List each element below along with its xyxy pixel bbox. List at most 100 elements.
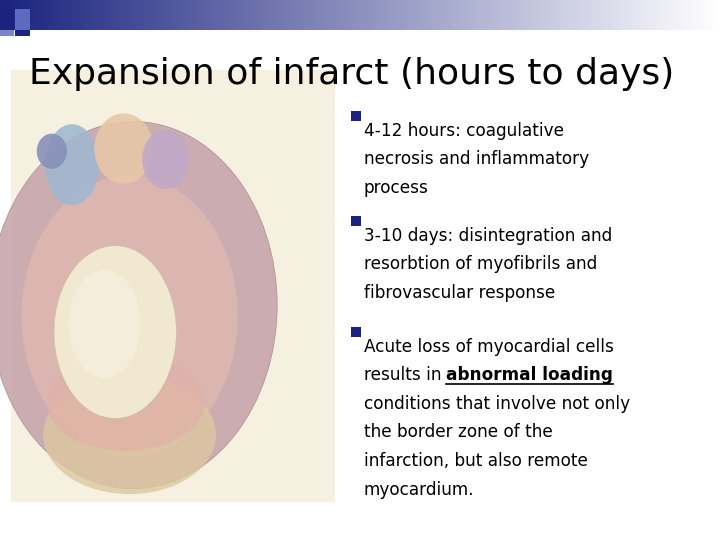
Bar: [590, 0, 593, 30]
Bar: [329, 0, 331, 30]
Bar: [36, 0, 38, 30]
Bar: [631, 0, 634, 30]
Bar: [662, 0, 665, 30]
Bar: [513, 0, 516, 30]
Bar: [650, 0, 653, 30]
Bar: [50, 0, 53, 30]
Bar: [252, 0, 254, 30]
Bar: [646, 0, 648, 30]
Bar: [86, 0, 89, 30]
Bar: [324, 0, 326, 30]
Bar: [679, 0, 682, 30]
Bar: [603, 0, 605, 30]
Bar: [504, 0, 506, 30]
Bar: [535, 0, 538, 30]
Bar: [593, 0, 595, 30]
Bar: [326, 0, 329, 30]
Bar: [45, 0, 48, 30]
Bar: [27, 0, 29, 30]
Bar: [526, 0, 528, 30]
Bar: [281, 0, 283, 30]
Bar: [225, 0, 228, 30]
Bar: [408, 0, 410, 30]
Bar: [531, 0, 533, 30]
Bar: [495, 0, 497, 30]
Bar: [55, 0, 58, 30]
Bar: [706, 0, 708, 30]
Bar: [322, 0, 324, 30]
Bar: [139, 0, 142, 30]
Bar: [595, 0, 598, 30]
Bar: [612, 0, 614, 30]
Bar: [99, 0, 101, 30]
Bar: [279, 0, 281, 30]
Bar: [382, 0, 384, 30]
Bar: [585, 0, 588, 30]
Bar: [228, 0, 230, 30]
Bar: [310, 0, 312, 30]
Bar: [545, 0, 547, 30]
Bar: [667, 0, 670, 30]
Bar: [286, 0, 288, 30]
Bar: [564, 0, 567, 30]
Bar: [506, 0, 509, 30]
Bar: [108, 0, 110, 30]
Bar: [125, 0, 127, 30]
Bar: [266, 0, 269, 30]
Bar: [84, 0, 86, 30]
Bar: [271, 0, 274, 30]
Ellipse shape: [22, 176, 238, 456]
Bar: [106, 0, 108, 30]
Bar: [12, 0, 14, 30]
Bar: [648, 0, 650, 30]
Bar: [490, 0, 492, 30]
Bar: [319, 0, 322, 30]
Bar: [492, 0, 495, 30]
Ellipse shape: [43, 375, 216, 494]
Bar: [254, 0, 257, 30]
Bar: [703, 0, 706, 30]
Bar: [653, 0, 655, 30]
Bar: [567, 0, 569, 30]
Bar: [178, 0, 180, 30]
Bar: [672, 0, 675, 30]
Bar: [691, 0, 693, 30]
Bar: [562, 0, 564, 30]
Bar: [533, 0, 535, 30]
Bar: [34, 0, 36, 30]
Text: infarction, but also remote: infarction, but also remote: [364, 452, 588, 470]
Bar: [290, 0, 293, 30]
Bar: [509, 0, 511, 30]
Bar: [261, 0, 264, 30]
Bar: [132, 0, 135, 30]
Bar: [516, 0, 518, 30]
Bar: [214, 0, 216, 30]
Bar: [660, 0, 662, 30]
Bar: [19, 0, 22, 30]
Bar: [487, 0, 490, 30]
Bar: [351, 0, 353, 30]
Bar: [135, 0, 137, 30]
Bar: [614, 0, 617, 30]
Bar: [708, 0, 711, 30]
Bar: [468, 0, 470, 30]
Text: fibrovascular response: fibrovascular response: [364, 284, 555, 302]
Bar: [626, 0, 629, 30]
Bar: [297, 0, 300, 30]
Ellipse shape: [68, 270, 140, 378]
Bar: [48, 0, 50, 30]
Text: results in: results in: [364, 366, 446, 384]
Bar: [581, 0, 583, 30]
Bar: [247, 0, 250, 30]
Bar: [571, 0, 574, 30]
Bar: [434, 0, 437, 30]
Bar: [41, 0, 43, 30]
Bar: [81, 0, 84, 30]
Bar: [120, 0, 122, 30]
Bar: [171, 0, 173, 30]
Bar: [365, 0, 367, 30]
Text: 3-10 days: disintegration and: 3-10 days: disintegration and: [364, 227, 612, 245]
Bar: [63, 0, 65, 30]
Bar: [288, 0, 290, 30]
Bar: [14, 0, 17, 30]
